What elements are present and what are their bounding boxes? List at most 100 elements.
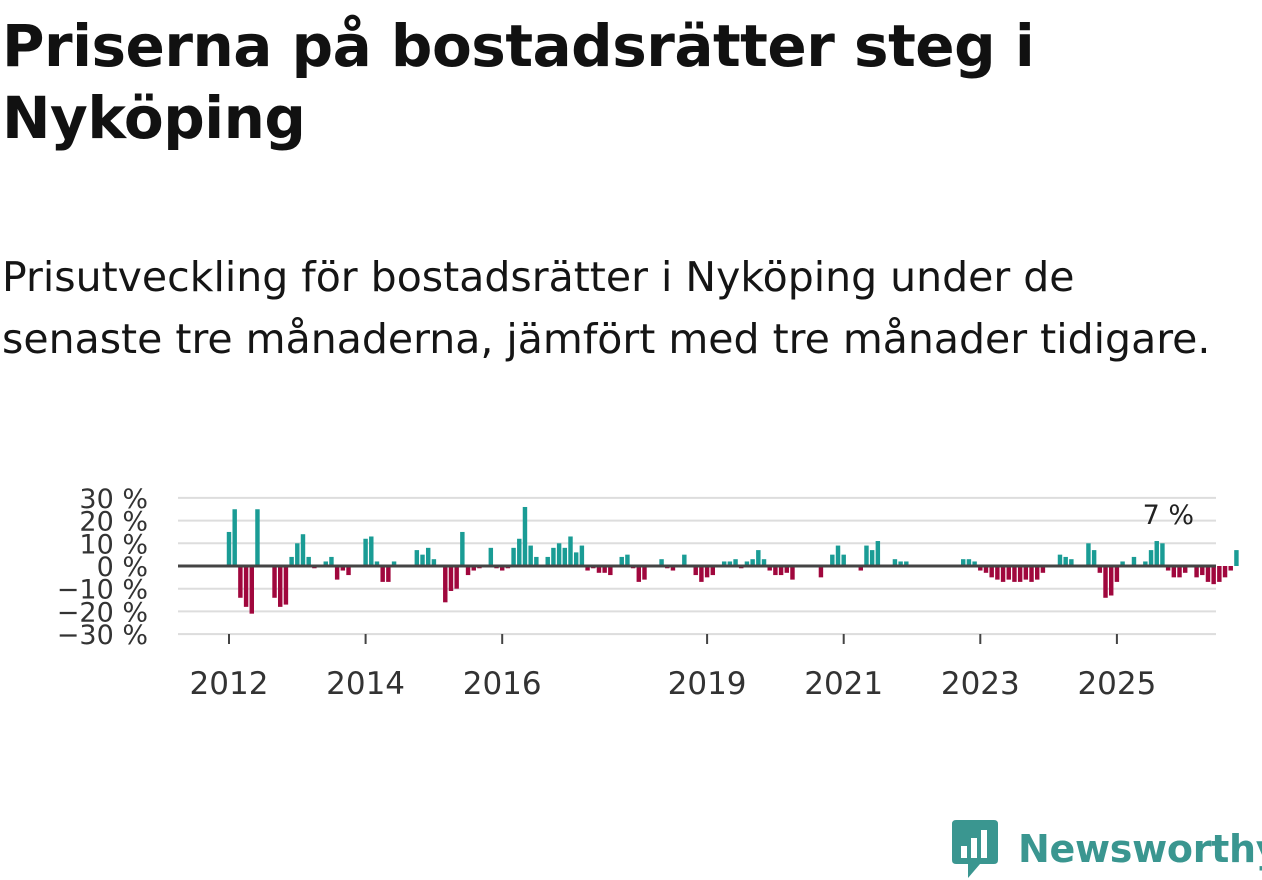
bar (778, 566, 784, 576)
y-tick-label: 10 % (79, 529, 148, 560)
bar (573, 552, 579, 566)
bar (1171, 566, 1177, 578)
bar (272, 566, 277, 598)
bar (864, 545, 869, 566)
bar (869, 550, 875, 566)
bar (1131, 556, 1137, 566)
bar (334, 566, 340, 580)
bar (306, 556, 311, 566)
newsworthy-icon (952, 820, 998, 878)
bar (1017, 566, 1023, 582)
bar (966, 559, 972, 566)
bar (380, 566, 385, 582)
bar (278, 566, 283, 607)
bar (636, 566, 642, 582)
bar (255, 509, 260, 566)
bar (710, 566, 716, 576)
bar (995, 566, 1000, 580)
bar (693, 566, 698, 576)
bar (1063, 556, 1068, 566)
bar (989, 566, 994, 578)
bar (961, 559, 966, 566)
bar (448, 566, 454, 591)
bar (585, 566, 590, 571)
last-value-label: 7 % (1143, 500, 1194, 531)
bar (369, 536, 374, 566)
bar (1086, 543, 1091, 566)
bar (1165, 566, 1171, 571)
bar (699, 566, 704, 582)
y-tick-label: 30 % (79, 484, 148, 515)
bar (1029, 566, 1034, 582)
bar (978, 566, 983, 571)
bar (756, 550, 761, 566)
bar (226, 531, 232, 566)
bar (460, 531, 465, 566)
bar (232, 509, 237, 566)
bar (414, 550, 420, 566)
bar (596, 566, 602, 573)
x-tick-label: 2016 (463, 666, 542, 702)
bar (386, 566, 391, 582)
bar (1200, 566, 1205, 576)
bar (1148, 550, 1154, 566)
bar (488, 547, 494, 566)
bar (1177, 566, 1182, 578)
y-tick-label: −10 % (57, 575, 148, 606)
bar (602, 566, 607, 573)
bar (579, 545, 585, 566)
bar (431, 559, 437, 566)
bar (425, 547, 431, 566)
bar (744, 561, 750, 566)
bar (1114, 566, 1120, 582)
x-tick-label: 2025 (1077, 666, 1156, 702)
bar (1103, 566, 1108, 598)
bar (830, 554, 835, 566)
bar (454, 566, 459, 589)
newsworthy-logo: Newsworthy (950, 818, 1262, 880)
bar (835, 545, 841, 566)
chart-subtitle: Prisutveckling för bostadsrätter i Nyköp… (2, 253, 1211, 363)
bar (1057, 554, 1063, 566)
bar (670, 566, 676, 571)
bar (545, 556, 550, 566)
bar (471, 566, 476, 571)
bar (568, 536, 573, 566)
bar (443, 566, 448, 603)
bar (1097, 566, 1103, 573)
bar (1035, 566, 1040, 580)
bar (904, 561, 909, 566)
y-tick-label: 20 % (79, 507, 148, 538)
x-tick-label: 2014 (326, 666, 405, 702)
bar (619, 556, 624, 566)
bar (323, 561, 328, 566)
bar (1091, 550, 1097, 566)
bar (374, 561, 380, 566)
bar (465, 566, 471, 576)
bar (841, 554, 846, 566)
y-tick-label: 0 % (97, 552, 148, 583)
bar (1023, 566, 1029, 580)
x-tick-label: 2012 (190, 666, 269, 702)
bar-chart: 30 %20 %10 %0 %−10 %−20 %−30 % 2012 2014 2… (57, 484, 1239, 702)
bar (517, 538, 522, 566)
bar (784, 566, 789, 573)
bar (346, 566, 351, 576)
bar (1069, 559, 1074, 566)
bar (249, 566, 254, 614)
bar (767, 566, 772, 571)
bar (875, 541, 881, 566)
bar (625, 554, 630, 566)
bar (528, 545, 533, 566)
y-axis-ticks: 30 %20 %10 %0 %−10 %−20 %−30 % (57, 484, 148, 651)
bar (750, 559, 755, 566)
bar (1182, 566, 1188, 573)
bar (243, 566, 249, 607)
bar (534, 556, 539, 566)
bar (391, 561, 397, 566)
bar (898, 561, 903, 566)
bar (818, 566, 824, 578)
y-tick-label: −20 % (57, 597, 148, 628)
bar (1012, 566, 1017, 582)
y-tick-label: −30 % (57, 620, 148, 651)
